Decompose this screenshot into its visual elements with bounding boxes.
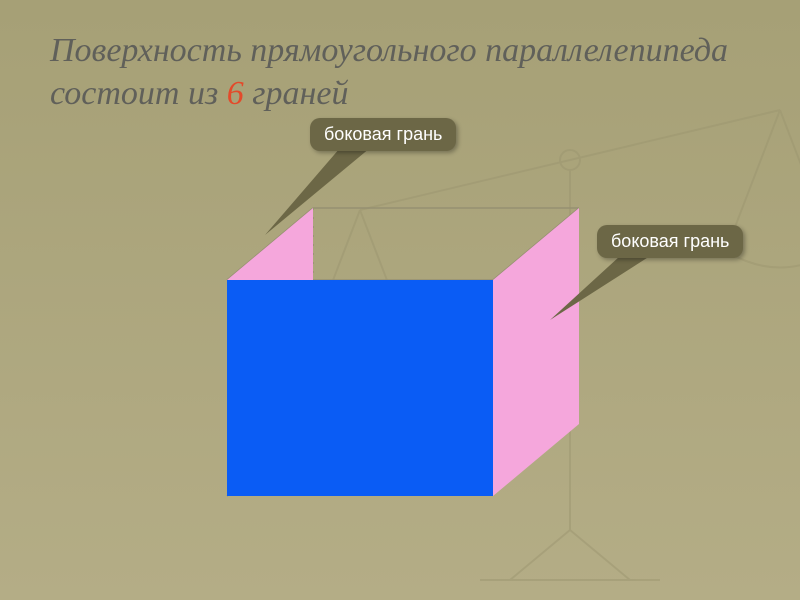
callout-top: боковая грань bbox=[310, 118, 456, 151]
content-layer: Поверхность прямоугольного параллелепипе… bbox=[0, 0, 800, 600]
callout-top-label: боковая грань bbox=[324, 124, 442, 144]
callout-right-label: боковая грань bbox=[611, 231, 729, 251]
diagram bbox=[0, 0, 800, 600]
callout-right: боковая грань bbox=[597, 225, 743, 258]
slide: Поверхность прямоугольного параллелепипе… bbox=[0, 0, 800, 600]
